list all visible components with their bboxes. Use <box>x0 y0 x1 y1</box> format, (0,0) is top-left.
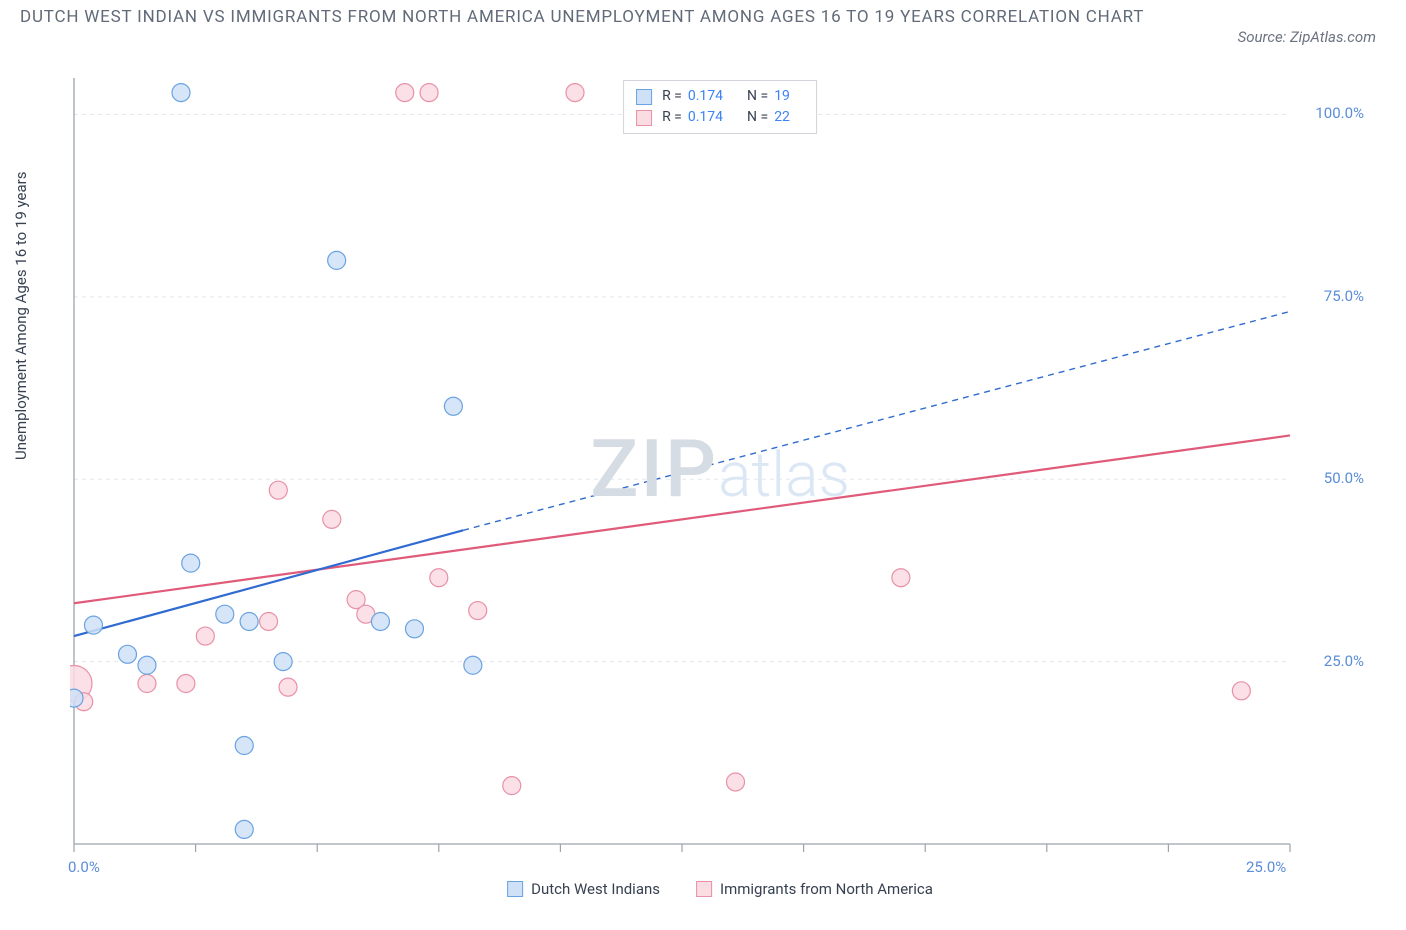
y-tick-label: 50.0% <box>1324 469 1364 487</box>
chart-title: DUTCH WEST INDIAN VS IMMIGRANTS FROM NOR… <box>20 4 1206 31</box>
legend-n-label: N = <box>747 86 768 107</box>
legend-swatch-blue <box>507 881 523 897</box>
y-tick-label: 25.0% <box>1324 652 1364 670</box>
y-tick-label: 75.0% <box>1324 287 1364 305</box>
legend-label: Dutch West Indians <box>531 880 660 898</box>
legend-item-0: Dutch West Indians <box>507 880 660 898</box>
legend-item-1: Immigrants from North America <box>696 880 933 898</box>
chart-plot: R = 0.174 N = 19 R = 0.174 N = 22 ZIPatl… <box>70 74 1370 864</box>
legend-n-value: 19 <box>774 86 790 107</box>
legend-swatch-pink <box>696 881 712 897</box>
legend-n-value: 22 <box>774 107 790 128</box>
y-tick-label: 100.0% <box>1315 104 1364 122</box>
legend-r-label: R = <box>662 86 682 107</box>
legend-swatch-pink <box>636 110 652 126</box>
source-text: Source: ZipAtlas.com <box>1238 28 1376 46</box>
legend-row-0: R = 0.174 N = 19 <box>636 86 804 107</box>
x-tick-label: 0.0% <box>68 858 100 876</box>
legend-r-value: 0.174 <box>688 107 723 128</box>
legend-series: Dutch West Indians Immigrants from North… <box>507 880 933 898</box>
legend-r-value: 0.174 <box>688 86 723 107</box>
y-axis-label: Unemployment Among Ages 16 to 19 years <box>12 172 30 460</box>
legend-n-label: N = <box>747 107 768 128</box>
legend-r-label: R = <box>662 107 682 128</box>
legend-correlation: R = 0.174 N = 19 R = 0.174 N = 22 <box>623 80 817 134</box>
x-tick-label: 25.0% <box>1246 858 1286 876</box>
legend-row-1: R = 0.174 N = 22 <box>636 107 804 128</box>
chart-svg <box>70 74 1370 864</box>
legend-label: Immigrants from North America <box>720 880 933 898</box>
legend-swatch-blue <box>636 89 652 105</box>
